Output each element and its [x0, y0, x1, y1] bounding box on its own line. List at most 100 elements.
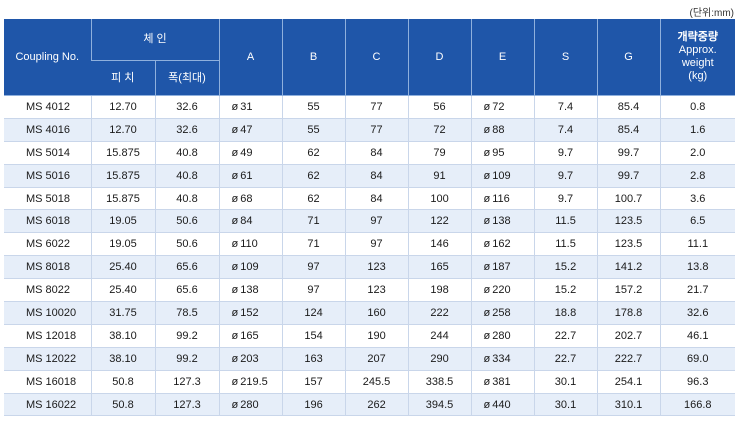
- cell-s: 22.7: [533, 347, 598, 371]
- cell-g: 100.7: [596, 187, 661, 211]
- cell-value: 138: [240, 284, 259, 297]
- cell-c: 190: [344, 324, 409, 348]
- cell-w: 69.0: [659, 347, 736, 371]
- cell-g: 141.2: [596, 255, 661, 280]
- cell-c: 123: [344, 278, 409, 303]
- cell-a: ø 49: [218, 141, 283, 165]
- cell-pitch: 15.875: [90, 187, 155, 211]
- cell-value: 220: [492, 284, 511, 297]
- cell-b: 196: [281, 393, 346, 417]
- cell-b: 71: [281, 209, 346, 234]
- diameter-symbol: ø: [231, 306, 239, 319]
- diameter-symbol: ø: [483, 192, 491, 205]
- cell-no: MS 6022: [4, 232, 91, 257]
- cell-d: 394.5: [407, 393, 472, 417]
- cell-s: 9.7: [533, 164, 598, 188]
- cell-e: ø 258: [470, 301, 535, 325]
- cell-d: 222: [407, 301, 472, 325]
- cell-a: ø 68: [218, 187, 283, 211]
- header-s: S: [533, 19, 598, 96]
- table-row: MS 8022 25.40 65.6 ø 138 97 123 198 ø 220 15.2 157.…: [4, 278, 736, 303]
- diameter-symbol: ø: [483, 100, 491, 113]
- cell-value: 88: [492, 123, 505, 136]
- cell-b: 62: [281, 164, 346, 188]
- table-header: Coupling No. 체 인 A B C D E S G 개략중량 Appr…: [4, 19, 736, 96]
- diameter-symbol: ø: [483, 352, 491, 365]
- cell-g: 254.1: [596, 370, 661, 394]
- cell-s: 7.4: [533, 118, 598, 142]
- cell-w: 166.8: [659, 393, 736, 417]
- table-row: MS 6022 19.05 50.6 ø 110 71 97 146 ø 162 11.5 123.5…: [4, 232, 736, 257]
- diameter-symbol: ø: [231, 146, 239, 159]
- cell-value: 72: [492, 100, 505, 113]
- cell-pitch: 12.70: [90, 95, 155, 119]
- cell-s: 9.7: [533, 187, 598, 211]
- cell-w: 0.8: [659, 95, 736, 119]
- cell-b: 157: [281, 370, 346, 394]
- table-row: MS 8018 25.40 65.6 ø 109 97 123 165 ø 187 15.2 141.…: [4, 255, 736, 280]
- cell-width: 99.2: [154, 347, 220, 371]
- diameter-symbol: ø: [231, 169, 239, 182]
- cell-e: ø 72: [470, 95, 535, 119]
- cell-d: 244: [407, 324, 472, 348]
- cell-value: 440: [492, 398, 511, 411]
- cell-e: ø 280: [470, 324, 535, 348]
- cell-value: 138: [492, 215, 511, 228]
- cell-b: 97: [281, 255, 346, 280]
- cell-e: ø 138: [470, 209, 535, 234]
- diameter-symbol: ø: [483, 123, 491, 136]
- cell-d: 79: [407, 141, 472, 165]
- cell-w: 21.7: [659, 278, 736, 303]
- cell-width: 50.6: [154, 232, 220, 257]
- cell-c: 160: [344, 301, 409, 325]
- cell-s: 15.2: [533, 278, 598, 303]
- diameter-symbol: ø: [231, 329, 239, 342]
- cell-g: 123.5: [596, 209, 661, 234]
- cell-a: ø 219.5: [218, 370, 283, 394]
- cell-w: 13.8: [659, 255, 736, 280]
- header-b: B: [281, 19, 346, 96]
- cell-value: 334: [492, 352, 511, 365]
- cell-no: MS 5014: [4, 141, 91, 165]
- cell-e: ø 116: [470, 187, 535, 211]
- table-row: MS 5014 15.875 40.8 ø 49 62 84 79 ø 95 9.7 99.7 2.0: [4, 141, 736, 165]
- cell-a: ø 109: [218, 255, 283, 280]
- header-a: A: [218, 19, 283, 96]
- cell-b: 124: [281, 301, 346, 325]
- cell-a: ø 110: [218, 232, 283, 257]
- cell-e: ø 162: [470, 232, 535, 257]
- cell-a: ø 165: [218, 324, 283, 348]
- cell-e: ø 220: [470, 278, 535, 303]
- cell-e: ø 95: [470, 141, 535, 165]
- cell-c: 84: [344, 164, 409, 188]
- header-weight: 개략중량 Approx. weight (kg): [659, 19, 736, 96]
- cell-a: ø 138: [218, 278, 283, 303]
- cell-c: 77: [344, 118, 409, 142]
- cell-a: ø 280: [218, 393, 283, 417]
- cell-w: 3.6: [659, 187, 736, 211]
- header-weight-unit: (kg): [688, 70, 708, 82]
- cell-e: ø 187: [470, 255, 535, 280]
- cell-value: 84: [240, 215, 253, 228]
- cell-g: 85.4: [596, 95, 661, 119]
- cell-width: 99.2: [154, 324, 220, 348]
- cell-s: 7.4: [533, 95, 598, 119]
- cell-c: 97: [344, 209, 409, 234]
- diameter-symbol: ø: [483, 329, 491, 342]
- cell-width: 65.6: [154, 278, 220, 303]
- cell-g: 99.7: [596, 164, 661, 188]
- diameter-symbol: ø: [231, 352, 239, 365]
- diameter-symbol: ø: [231, 284, 239, 297]
- cell-w: 11.1: [659, 232, 736, 257]
- cell-value: 280: [492, 329, 511, 342]
- cell-no: MS 4012: [4, 95, 91, 119]
- cell-s: 9.7: [533, 141, 598, 165]
- diameter-symbol: ø: [483, 261, 491, 274]
- cell-no: MS 12022: [4, 347, 91, 371]
- cell-g: 99.7: [596, 141, 661, 165]
- cell-value: 31: [240, 100, 253, 113]
- cell-width: 127.3: [154, 393, 220, 417]
- cell-value: 280: [240, 398, 259, 411]
- cell-value: 109: [492, 169, 511, 182]
- cell-e: ø 381: [470, 370, 535, 394]
